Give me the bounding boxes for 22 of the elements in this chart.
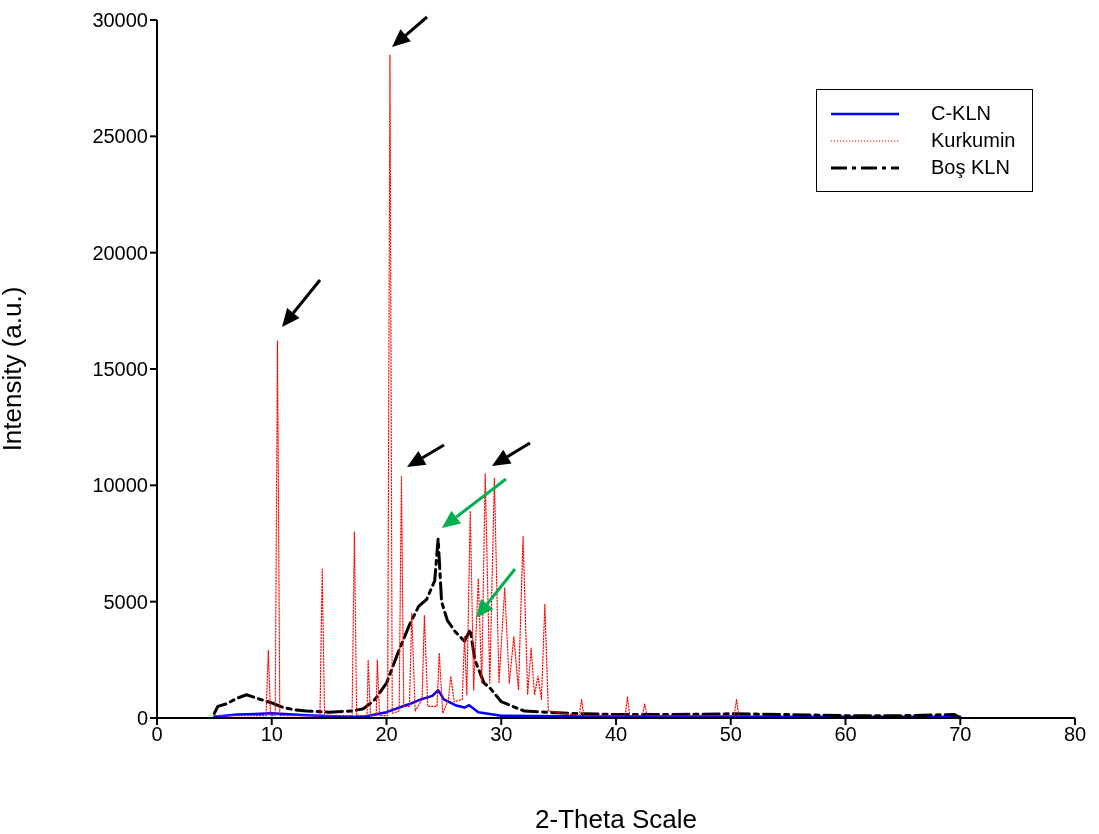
x-tick-label: 20 (375, 723, 398, 746)
legend-label: C-KLN (931, 102, 992, 125)
y-axis-title: Intensity (a.u.) (0, 286, 28, 452)
x-tick-label: 30 (490, 723, 513, 746)
line-series (213, 54, 740, 717)
y-tick-label: 0 (136, 707, 148, 730)
y-tick-label: 25000 (92, 125, 148, 148)
x-tick-label: 80 (1063, 723, 1087, 746)
y-tick-label: 5000 (103, 590, 148, 613)
y-tick-label: 30000 (92, 9, 148, 32)
x-tick-label: 0 (151, 723, 163, 746)
legend-label: Boş KLN (931, 156, 1010, 179)
x-axis-title: 2-Theta Scale (535, 804, 697, 834)
x-tick-label: 70 (949, 723, 972, 746)
y-tick-label: 10000 (92, 474, 148, 497)
x-tick-label: 40 (604, 723, 628, 746)
y-tick-label: 20000 (92, 241, 148, 264)
legend-label: Kurkumin (931, 129, 1016, 152)
x-tick-label: 10 (260, 723, 283, 746)
x-tick-label: 60 (834, 723, 857, 746)
x-tick-label: 50 (719, 723, 742, 746)
y-tick-label: 15000 (92, 358, 148, 381)
